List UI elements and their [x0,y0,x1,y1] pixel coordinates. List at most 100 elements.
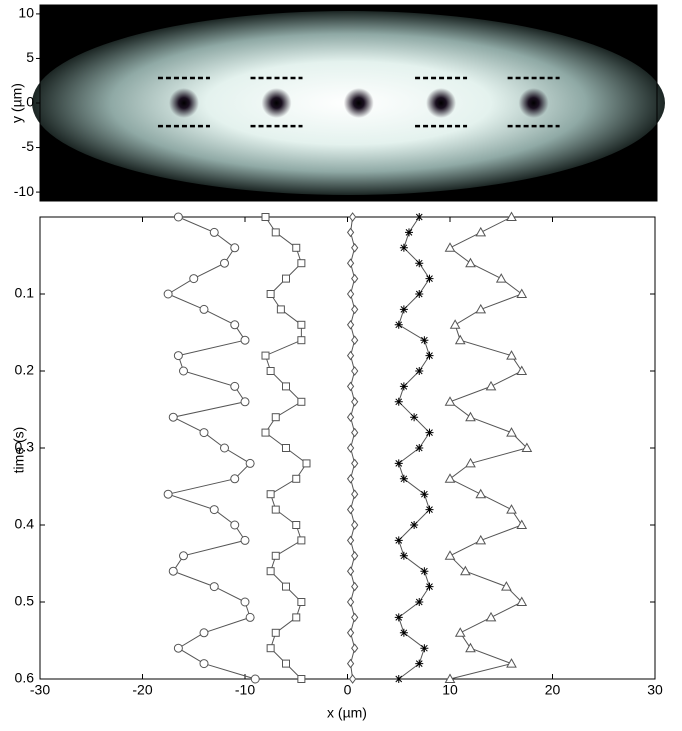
marker [475,488,487,499]
y-tick-label: -10 [14,183,34,199]
y-tick-label: -5 [22,138,35,154]
y-tick-label: 0.6 [15,670,35,686]
marker [516,288,528,298]
dark-soliton [426,88,457,118]
marker [292,613,301,622]
marker [250,674,260,684]
marker [346,258,355,269]
marker [495,273,507,283]
marker [399,382,408,391]
marker [168,566,178,576]
marker [351,335,359,346]
marker [351,550,359,561]
marker [425,428,434,437]
marker [425,582,434,591]
marker [297,259,306,268]
marker [346,319,355,330]
marker [415,290,424,298]
marker [346,381,355,392]
marker [199,304,209,314]
marker [351,458,359,469]
x-tick-label: -30 [30,682,50,698]
marker [271,413,280,422]
marker [297,320,306,329]
y-tick-label: 5 [26,49,34,65]
marker [349,674,357,684]
marker [189,274,199,284]
marker [297,598,306,606]
marker [394,675,403,683]
marker [271,628,280,637]
marker [173,643,183,653]
marker [240,535,250,545]
marker [349,212,357,222]
marker [179,366,188,376]
marker [506,427,517,437]
x-tick-label: 10 [442,682,458,698]
marker [351,366,359,376]
marker [220,443,229,453]
x-tick-label: -20 [132,682,152,698]
y-axis-label: y (µm) [9,83,25,123]
marker [230,381,240,391]
marker [399,551,408,560]
marker [351,489,359,500]
marker [245,458,255,468]
marker [415,259,424,268]
marker [282,444,290,452]
marker [415,367,424,375]
marker [449,319,461,329]
y-tick-label: 0 [26,94,34,110]
marker [415,213,424,221]
marker [245,612,255,622]
marker [199,659,209,669]
marker [521,442,533,452]
marker [415,598,424,606]
y-tick-label: 0.5 [15,593,35,609]
x-axis-label: x (µm) [327,705,367,721]
marker [271,228,280,237]
marker [444,673,456,683]
marker [394,397,403,406]
marker [266,290,275,298]
marker [351,612,359,623]
marker [506,504,517,514]
marker [415,659,424,668]
marker [346,627,355,638]
marker [297,397,306,406]
marker [346,443,355,453]
marker [346,535,355,546]
marker [420,490,429,499]
marker [266,367,275,375]
marker [454,627,466,637]
marker [425,274,434,283]
marker [420,644,429,653]
marker [351,643,359,654]
marker [506,350,517,360]
marker [351,273,359,284]
marker [282,582,290,591]
marker [475,534,487,545]
marker [261,213,270,221]
marker [516,519,528,529]
marker [282,274,290,283]
marker [405,228,413,237]
y-tick-label: 0.4 [15,516,35,532]
marker [240,597,250,607]
marker [230,243,240,253]
marker [465,457,476,468]
marker [506,658,517,668]
marker [209,505,219,515]
x-tick-label: 20 [545,682,561,698]
marker [266,490,275,499]
marker [240,335,250,345]
marker [399,628,408,637]
marker [410,413,419,422]
marker [282,382,290,391]
marker [168,412,178,422]
marker [415,444,424,452]
marker [394,536,403,545]
marker [485,380,497,391]
marker [506,211,517,221]
